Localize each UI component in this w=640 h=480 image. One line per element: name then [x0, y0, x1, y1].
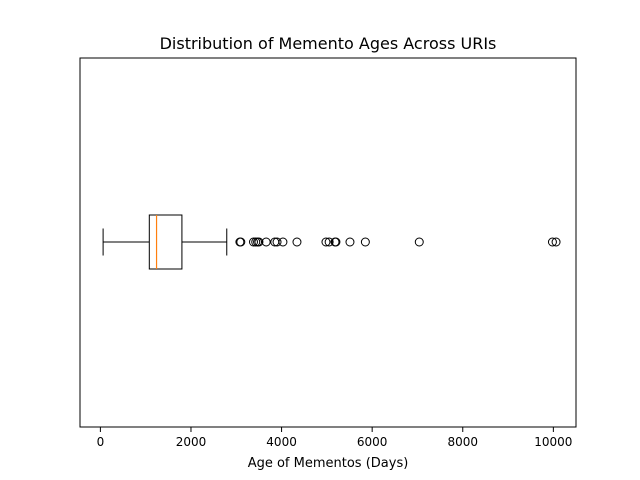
- outlier-point: [278, 237, 288, 247]
- x-tick-label: 10000: [534, 435, 572, 449]
- x-tick-label: 6000: [357, 435, 388, 449]
- chart-title: Distribution of Memento Ages Across URIs: [160, 34, 497, 53]
- plot-frame: [79, 57, 577, 428]
- iqr-box: [148, 214, 183, 270]
- outlier-point: [345, 237, 355, 247]
- x-tick-label: 0: [97, 435, 105, 449]
- x-tick-label: 2000: [176, 435, 207, 449]
- x-tick-label: 4000: [266, 435, 297, 449]
- x-axis-label: Age of Mementos (Days): [248, 456, 409, 471]
- outlier-point: [272, 237, 282, 247]
- outlier-point: [331, 237, 341, 247]
- outlier-point: [261, 237, 271, 247]
- x-axis: 0 2000 4000 6000 8000 10000: [97, 427, 572, 449]
- outlier-point: [324, 237, 334, 247]
- outlier-point: [292, 237, 302, 247]
- plot-area: [102, 214, 561, 270]
- outlier-point: [321, 237, 331, 247]
- outlier-point: [360, 237, 370, 247]
- x-tick-label: 8000: [447, 435, 478, 449]
- outlier-point: [414, 237, 424, 247]
- outlier-point: [254, 237, 264, 247]
- outlier-point: [547, 237, 557, 247]
- outlier-point: [236, 237, 246, 247]
- outlier-point: [551, 237, 561, 247]
- outlier-point: [248, 237, 258, 247]
